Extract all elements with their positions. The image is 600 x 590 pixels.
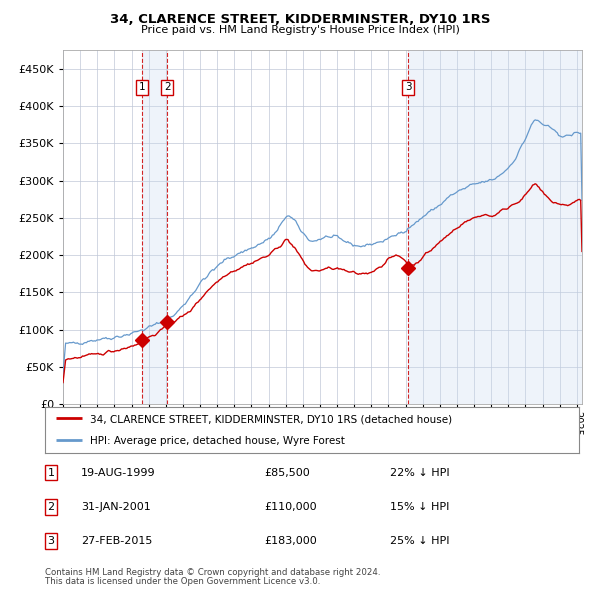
Text: 2: 2 (47, 502, 55, 512)
Text: £85,500: £85,500 (264, 468, 310, 477)
Text: 34, CLARENCE STREET, KIDDERMINSTER, DY10 1RS (detached house): 34, CLARENCE STREET, KIDDERMINSTER, DY10… (91, 414, 452, 424)
Text: Contains HM Land Registry data © Crown copyright and database right 2024.: Contains HM Land Registry data © Crown c… (45, 568, 380, 576)
Bar (409, 50, 582, 404)
Text: 25% ↓ HPI: 25% ↓ HPI (390, 536, 449, 546)
Text: 19-AUG-1999: 19-AUG-1999 (81, 468, 155, 477)
Text: 2: 2 (164, 83, 170, 92)
Text: 1: 1 (47, 468, 55, 477)
Text: This data is licensed under the Open Government Licence v3.0.: This data is licensed under the Open Gov… (45, 577, 320, 586)
Text: 1: 1 (139, 83, 146, 92)
Text: 31-JAN-2001: 31-JAN-2001 (81, 502, 151, 512)
Text: 3: 3 (47, 536, 55, 546)
Text: Price paid vs. HM Land Registry's House Price Index (HPI): Price paid vs. HM Land Registry's House … (140, 25, 460, 35)
Text: 22% ↓ HPI: 22% ↓ HPI (390, 468, 449, 477)
Text: 34, CLARENCE STREET, KIDDERMINSTER, DY10 1RS: 34, CLARENCE STREET, KIDDERMINSTER, DY10… (110, 13, 490, 26)
Text: 3: 3 (405, 83, 412, 92)
Text: £183,000: £183,000 (264, 536, 317, 546)
Bar (142, 50, 167, 404)
Text: £110,000: £110,000 (264, 502, 317, 512)
Text: HPI: Average price, detached house, Wyre Forest: HPI: Average price, detached house, Wyre… (91, 436, 345, 446)
Text: 27-FEB-2015: 27-FEB-2015 (81, 536, 152, 546)
Text: 15% ↓ HPI: 15% ↓ HPI (390, 502, 449, 512)
